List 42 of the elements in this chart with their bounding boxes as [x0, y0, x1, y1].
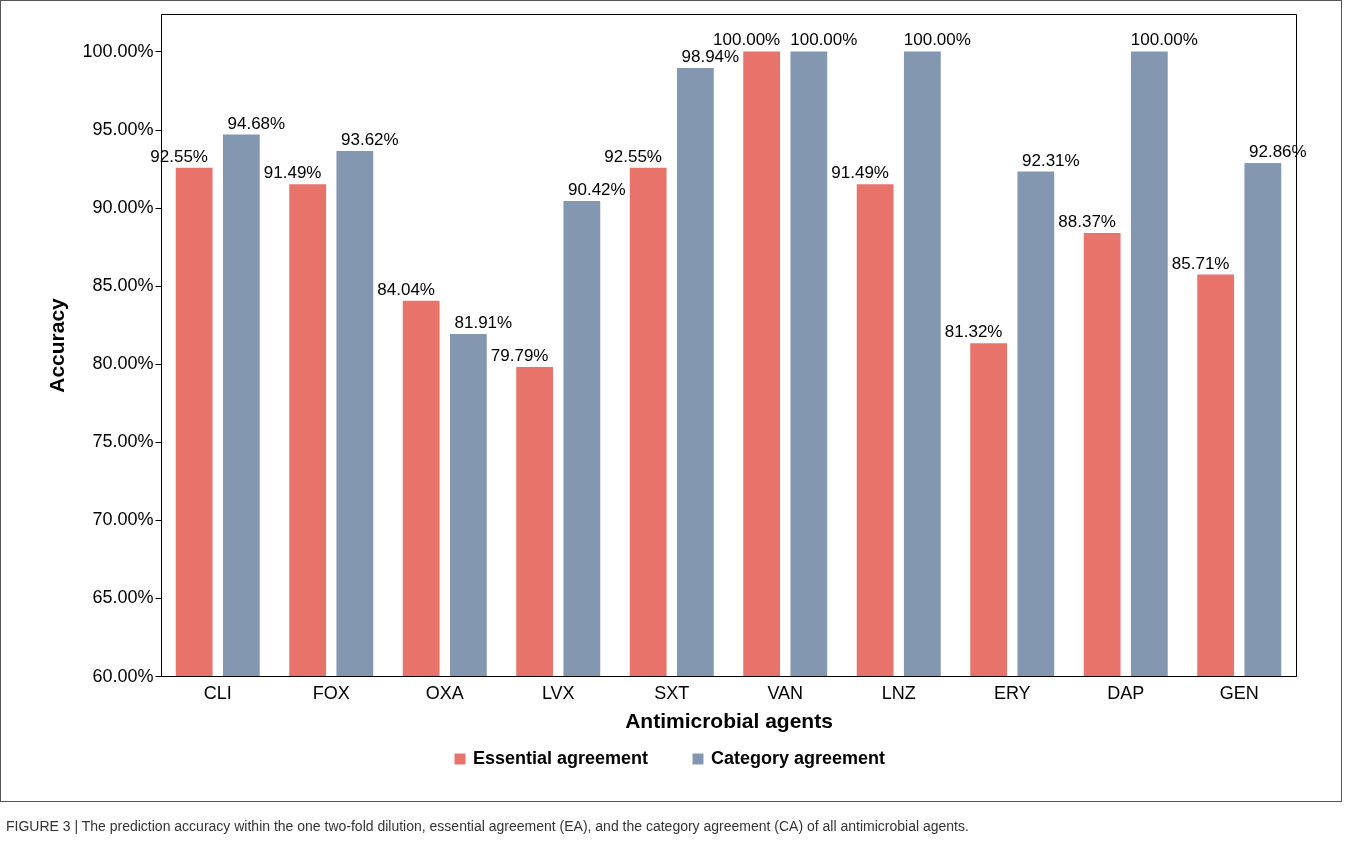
data-label: 84.04% [377, 279, 435, 299]
y-tick-label: 60.00% [92, 665, 154, 686]
data-label: 100.00% [1130, 30, 1198, 50]
data-label: 92.31% [1022, 150, 1080, 170]
y-tick-label: 90.00% [92, 197, 154, 218]
data-label: 94.68% [227, 113, 286, 133]
x-axis-title: Antimicrobial agents [625, 708, 833, 732]
legend-label: Essential agreement [473, 748, 649, 768]
x-tick-label: LNZ [881, 682, 916, 703]
data-label: 81.32% [944, 322, 1003, 342]
y-tick-label: 65.00% [92, 587, 154, 608]
data-label: 92.55% [604, 146, 662, 166]
data-label: 91.49% [831, 163, 889, 183]
y-axis-title: Accuracy [45, 297, 69, 393]
data-label: 100.00% [713, 30, 781, 50]
data-label: 98.94% [681, 47, 740, 67]
caption: FIGURE 3 | The prediction accuracy within the one two-fold dilution, essential agreement (EA), and the category agreement (CA) of all antimicrobial agents. [6, 818, 969, 834]
data-label: 85.71% [1171, 253, 1230, 273]
x-tick-label: VAN [767, 682, 804, 703]
x-tick-label: OXA [425, 682, 464, 703]
data-label: 93.62% [341, 130, 399, 150]
data-label: 88.37% [1058, 212, 1116, 232]
x-tick-label: DAP [1107, 682, 1145, 703]
data-label: 81.91% [454, 312, 513, 332]
y-tick-label: 85.00% [92, 275, 154, 296]
y-tick-label: 100.00% [82, 40, 154, 61]
x-tick-label: ERY [993, 682, 1031, 703]
x-tick-label: LVX [541, 682, 575, 703]
x-tick-label: CLI [203, 682, 232, 703]
data-label: 100.00% [790, 30, 858, 50]
legend-label: Category agreement [711, 748, 886, 768]
y-tick-label: 95.00% [92, 119, 154, 140]
x-tick-label: SXT [654, 682, 690, 703]
y-tick-label: 75.00% [92, 431, 154, 452]
x-tick-label: GEN [1219, 682, 1259, 703]
data-label: 100.00% [903, 30, 971, 50]
data-label: 90.42% [568, 180, 626, 200]
x-tick-label: FOX [312, 682, 350, 703]
data-label: 91.49% [263, 163, 322, 183]
y-tick-label: 70.00% [92, 509, 154, 530]
data-label: 79.79% [490, 346, 549, 366]
y-tick-label: 80.00% [92, 353, 154, 374]
